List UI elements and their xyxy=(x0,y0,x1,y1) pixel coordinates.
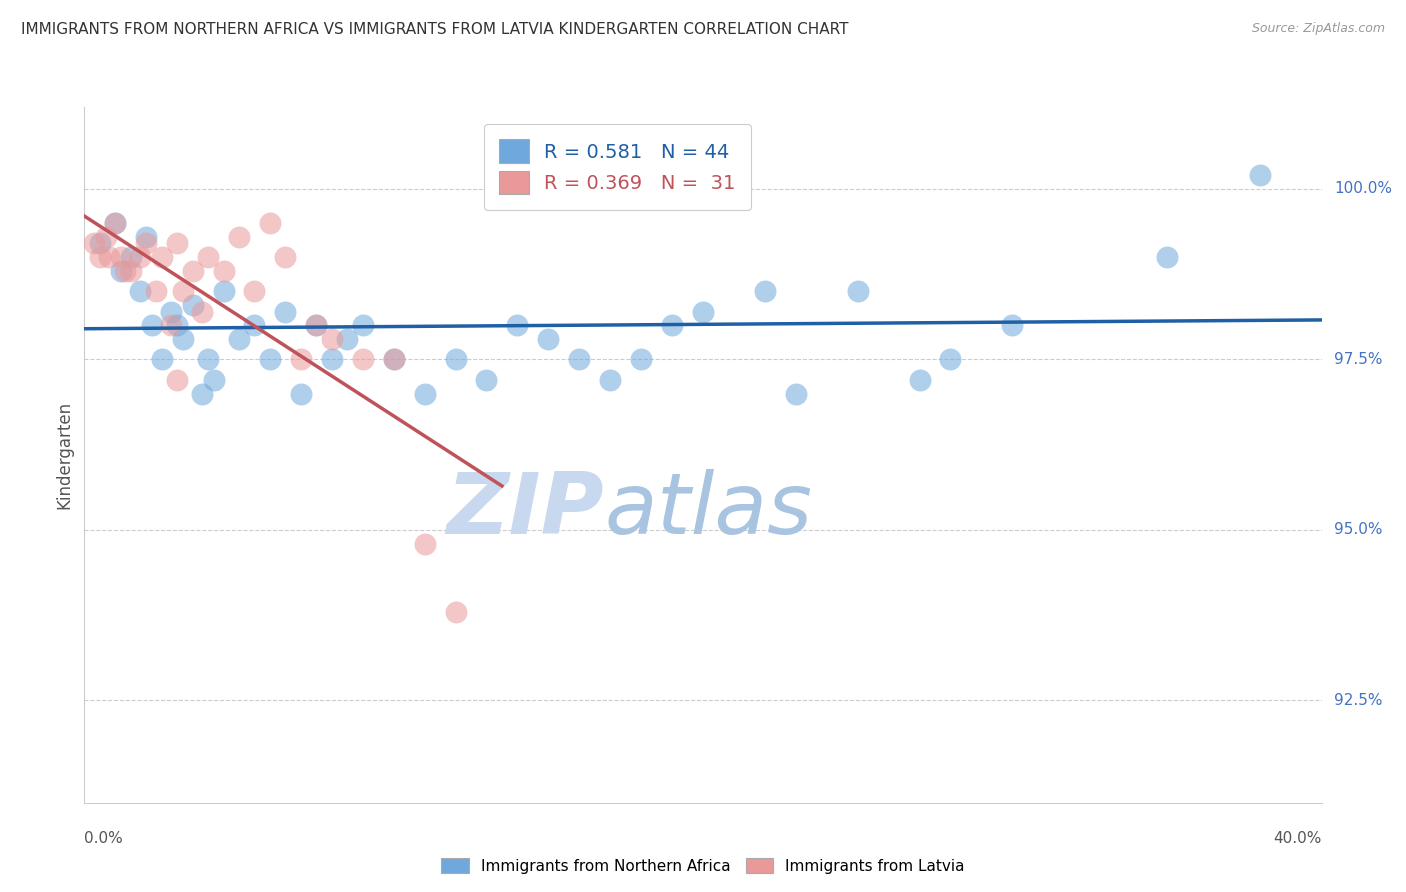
Point xyxy=(444,605,467,619)
Point xyxy=(104,216,127,230)
Point xyxy=(444,352,467,367)
Text: 95.0%: 95.0% xyxy=(1334,523,1382,538)
Point xyxy=(661,318,683,333)
Point xyxy=(382,352,405,367)
Point xyxy=(305,318,328,333)
Y-axis label: Kindergarten: Kindergarten xyxy=(55,401,73,509)
Point xyxy=(150,352,173,367)
Point xyxy=(599,373,621,387)
Point xyxy=(212,284,235,298)
Legend: Immigrants from Northern Africa, Immigrants from Latvia: Immigrants from Northern Africa, Immigra… xyxy=(434,852,972,880)
Point xyxy=(228,332,250,346)
Point xyxy=(129,250,152,264)
Point xyxy=(1001,318,1024,333)
Point xyxy=(94,229,117,244)
Point xyxy=(274,250,297,264)
Point xyxy=(120,250,142,264)
Point xyxy=(141,318,163,333)
Text: 97.5%: 97.5% xyxy=(1334,352,1382,367)
Point xyxy=(135,236,157,251)
Point xyxy=(939,352,962,367)
Point xyxy=(104,216,127,230)
Text: ZIP: ZIP xyxy=(446,469,605,552)
Point xyxy=(135,229,157,244)
Point xyxy=(846,284,869,298)
Text: 92.5%: 92.5% xyxy=(1334,693,1382,708)
Legend: R = 0.581   N = 44, R = 0.369   N =  31: R = 0.581 N = 44, R = 0.369 N = 31 xyxy=(484,124,751,210)
Point xyxy=(181,298,204,312)
Text: atlas: atlas xyxy=(605,469,813,552)
Point xyxy=(568,352,591,367)
Point xyxy=(785,386,807,401)
Point xyxy=(228,229,250,244)
Point xyxy=(129,284,152,298)
Point xyxy=(110,250,132,264)
Point xyxy=(754,284,776,298)
Point xyxy=(305,318,328,333)
Point xyxy=(1249,168,1271,182)
Point xyxy=(382,352,405,367)
Point xyxy=(89,236,111,251)
Point xyxy=(274,304,297,318)
Point xyxy=(160,304,183,318)
Point xyxy=(120,264,142,278)
Point xyxy=(202,373,225,387)
Point xyxy=(243,318,266,333)
Point xyxy=(197,250,219,264)
Point xyxy=(413,536,436,550)
Point xyxy=(537,332,560,346)
Point xyxy=(160,318,183,333)
Point xyxy=(259,216,281,230)
Point xyxy=(150,250,173,264)
Point xyxy=(197,352,219,367)
Text: IMMIGRANTS FROM NORTHERN AFRICA VS IMMIGRANTS FROM LATVIA KINDERGARTEN CORRELATI: IMMIGRANTS FROM NORTHERN AFRICA VS IMMIG… xyxy=(21,22,849,37)
Point xyxy=(181,264,204,278)
Point xyxy=(243,284,266,298)
Point xyxy=(166,373,188,387)
Point xyxy=(336,332,359,346)
Point xyxy=(259,352,281,367)
Text: 100.0%: 100.0% xyxy=(1334,181,1392,196)
Point xyxy=(172,284,194,298)
Point xyxy=(83,236,105,251)
Point xyxy=(191,386,214,401)
Point xyxy=(110,264,132,278)
Point xyxy=(290,386,312,401)
Point xyxy=(352,352,374,367)
Point xyxy=(166,236,188,251)
Point xyxy=(352,318,374,333)
Point xyxy=(1156,250,1178,264)
Point xyxy=(506,318,529,333)
Point xyxy=(89,250,111,264)
Text: Source: ZipAtlas.com: Source: ZipAtlas.com xyxy=(1251,22,1385,36)
Point xyxy=(290,352,312,367)
Point xyxy=(166,318,188,333)
Text: 40.0%: 40.0% xyxy=(1274,830,1322,846)
Point xyxy=(692,304,714,318)
Text: 0.0%: 0.0% xyxy=(84,830,124,846)
Point xyxy=(413,386,436,401)
Point xyxy=(630,352,652,367)
Point xyxy=(908,373,931,387)
Point xyxy=(191,304,214,318)
Point xyxy=(98,250,121,264)
Point xyxy=(172,332,194,346)
Point xyxy=(145,284,167,298)
Point xyxy=(475,373,498,387)
Point xyxy=(114,264,136,278)
Point xyxy=(321,332,343,346)
Point xyxy=(321,352,343,367)
Point xyxy=(212,264,235,278)
